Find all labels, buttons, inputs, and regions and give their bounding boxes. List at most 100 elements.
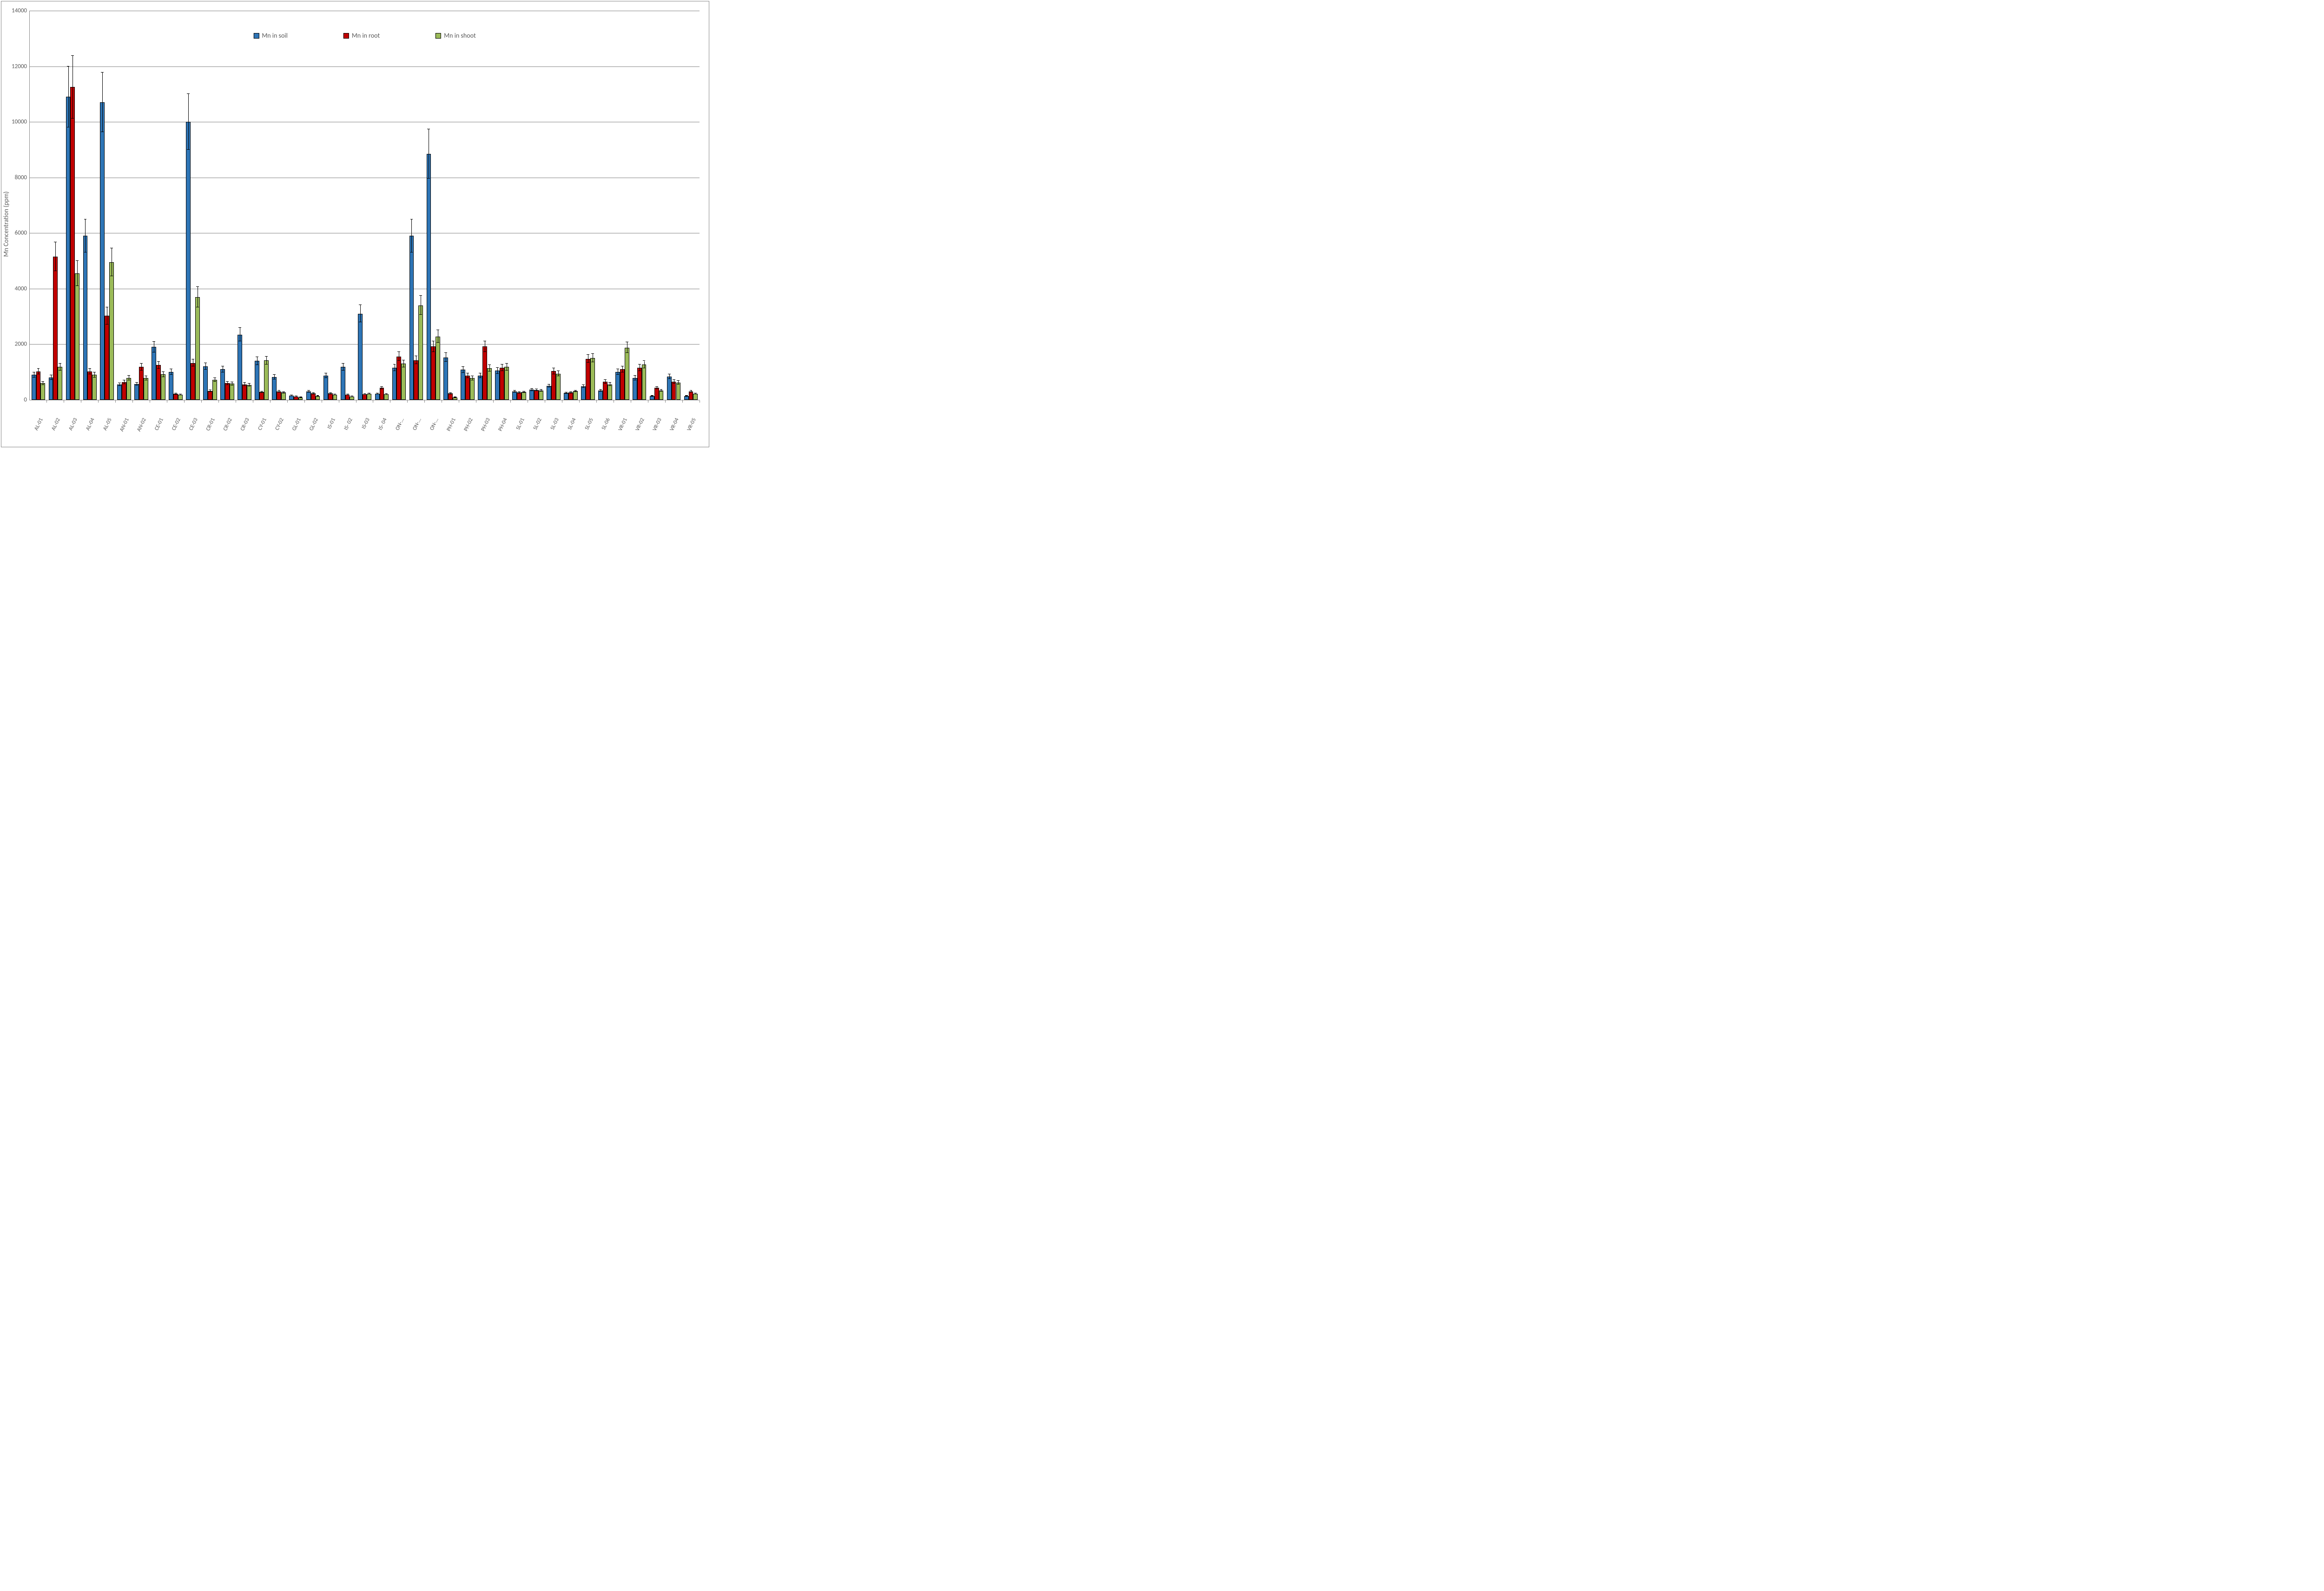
bar-soil bbox=[581, 386, 586, 400]
bar-soil bbox=[495, 371, 500, 400]
bar-soil bbox=[564, 393, 568, 400]
xtick-label: SL-06 bbox=[601, 417, 612, 431]
xtick-label: SL-05 bbox=[583, 417, 594, 431]
xtick-label: GL-01 bbox=[291, 417, 303, 432]
error-cap bbox=[140, 363, 143, 364]
error-cap bbox=[342, 370, 344, 371]
error-bar bbox=[433, 341, 434, 352]
error-cap bbox=[101, 72, 104, 73]
error-cap bbox=[226, 384, 229, 385]
bar-shoot bbox=[693, 394, 698, 400]
bar-soil bbox=[547, 386, 551, 400]
bar-soil bbox=[324, 376, 328, 400]
bar-root bbox=[586, 359, 590, 400]
bar-shoot bbox=[556, 374, 561, 400]
xtick-mark bbox=[407, 400, 408, 403]
xtick-label: ON-… bbox=[411, 417, 423, 431]
error-cap bbox=[501, 364, 503, 365]
bar-root bbox=[603, 382, 607, 400]
error-cap bbox=[462, 372, 464, 373]
error-cap bbox=[540, 389, 542, 390]
error-cap bbox=[432, 351, 435, 352]
error-cap bbox=[282, 391, 285, 392]
bar-root bbox=[637, 368, 642, 400]
error-cap bbox=[59, 370, 61, 371]
error-cap bbox=[436, 342, 439, 343]
bar-root bbox=[173, 394, 178, 400]
error-bar bbox=[489, 365, 490, 371]
xtick-label: IS- 02 bbox=[343, 417, 354, 431]
bar-root bbox=[311, 393, 316, 400]
xtick-label: CY-02 bbox=[274, 417, 285, 431]
xtick-mark bbox=[682, 400, 683, 403]
bar-shoot bbox=[144, 378, 148, 400]
error-bar bbox=[266, 357, 267, 365]
error-cap bbox=[226, 381, 229, 382]
bar-soil bbox=[152, 347, 156, 400]
error-cap bbox=[582, 384, 585, 385]
xtick-label: VR-05 bbox=[686, 417, 698, 432]
bar-shoot bbox=[384, 394, 389, 400]
bar-shoot bbox=[333, 395, 337, 400]
error-cap bbox=[427, 178, 430, 179]
error-cap bbox=[677, 380, 680, 381]
bar-soil bbox=[341, 367, 345, 400]
error-cap bbox=[522, 392, 525, 393]
bar-shoot bbox=[487, 368, 492, 400]
bar-root bbox=[191, 363, 195, 400]
gridline bbox=[30, 344, 700, 345]
error-cap bbox=[505, 370, 508, 371]
bar-root bbox=[448, 393, 453, 400]
legend-label: Mn in root bbox=[352, 32, 380, 40]
error-cap bbox=[152, 341, 155, 342]
bar-root bbox=[294, 397, 298, 400]
bar-shoot bbox=[281, 392, 286, 400]
bar-shoot bbox=[247, 385, 251, 400]
error-bar bbox=[403, 360, 404, 368]
error-cap bbox=[204, 369, 207, 370]
xtick-label: AL-03 bbox=[68, 417, 79, 431]
legend-label: Mn in shoot bbox=[444, 32, 476, 40]
bar-root bbox=[87, 371, 92, 400]
xtick-label: AL-02 bbox=[51, 417, 62, 431]
bar-shoot bbox=[676, 383, 681, 400]
bar-shoot bbox=[470, 378, 475, 400]
bar-soil bbox=[409, 236, 414, 400]
bar-soil bbox=[134, 384, 139, 400]
xtick-label: VR-04 bbox=[669, 417, 680, 432]
error-cap bbox=[299, 397, 302, 398]
xtick-mark bbox=[270, 400, 271, 403]
y-axis-label: Mn Concentration (ppm) bbox=[2, 192, 10, 257]
error-cap bbox=[312, 392, 315, 393]
bar-root bbox=[672, 382, 676, 400]
bar-root bbox=[482, 346, 487, 400]
error-cap bbox=[582, 387, 585, 388]
bar-root bbox=[465, 376, 470, 400]
xtick-mark bbox=[115, 400, 116, 403]
error-cap bbox=[248, 383, 251, 384]
bar-root bbox=[396, 357, 401, 400]
bar-soil bbox=[529, 390, 534, 400]
bar-root bbox=[620, 369, 625, 400]
error-cap bbox=[88, 368, 91, 369]
bar-shoot bbox=[178, 395, 183, 400]
error-cap bbox=[397, 360, 400, 361]
bar-root bbox=[225, 383, 230, 400]
legend-swatch bbox=[343, 33, 349, 39]
error-cap bbox=[187, 149, 190, 150]
ytick-label: 4000 bbox=[15, 285, 30, 292]
bar-shoot bbox=[40, 383, 45, 400]
error-cap bbox=[530, 388, 533, 389]
error-cap bbox=[71, 118, 74, 119]
xtick-mark bbox=[424, 400, 425, 403]
error-cap bbox=[187, 93, 190, 94]
error-cap bbox=[76, 260, 79, 261]
error-cap bbox=[157, 361, 160, 362]
error-bar bbox=[77, 261, 78, 286]
legend-item-root: Mn in root bbox=[343, 32, 380, 40]
bar-shoot bbox=[436, 337, 440, 400]
error-cap bbox=[565, 393, 568, 394]
bar-shoot bbox=[625, 348, 629, 400]
error-cap bbox=[505, 363, 508, 364]
error-cap bbox=[608, 385, 611, 386]
